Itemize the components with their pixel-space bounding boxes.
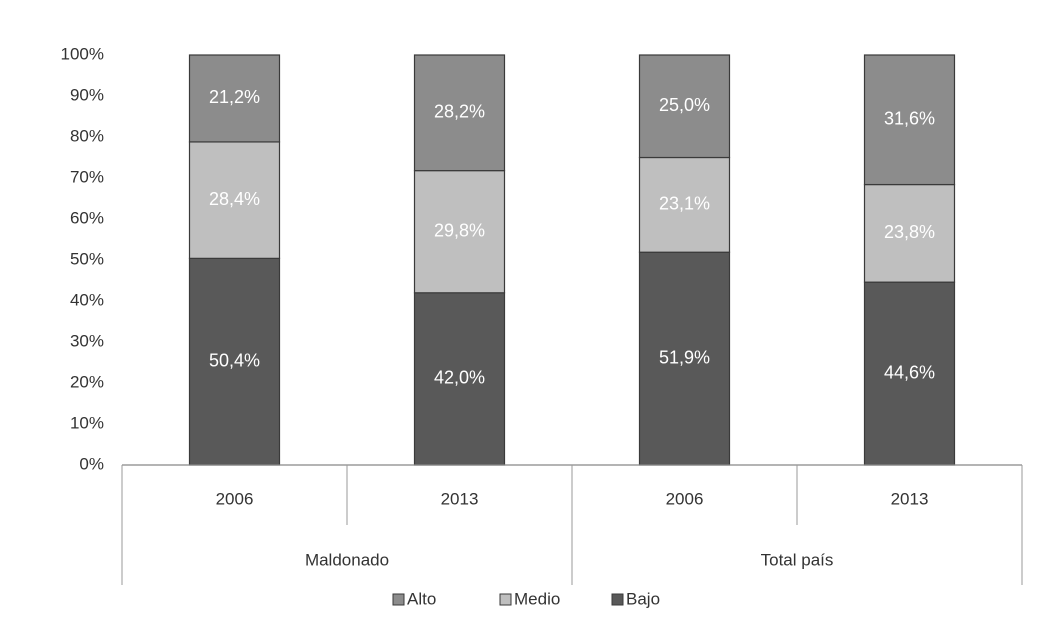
group-label: Maldonado bbox=[305, 550, 389, 569]
y-tick-label: 80% bbox=[70, 126, 104, 145]
x-tick-label: 2013 bbox=[441, 489, 479, 508]
bar-segment bbox=[413, 292, 506, 466]
value-label: 28,4% bbox=[209, 189, 260, 209]
y-tick-label: 40% bbox=[70, 290, 104, 309]
y-tick-label: 20% bbox=[70, 372, 104, 391]
y-tick-label: 30% bbox=[70, 331, 104, 350]
value-label: 50,4% bbox=[209, 350, 260, 370]
bar-segment bbox=[638, 156, 731, 253]
legend-label: Bajo bbox=[626, 589, 660, 608]
group-label: Total país bbox=[761, 550, 834, 569]
value-label: 29,8% bbox=[434, 220, 485, 240]
value-label: 21,2% bbox=[209, 87, 260, 107]
x-tick-label: 2006 bbox=[216, 489, 254, 508]
value-label: 25,0% bbox=[659, 95, 710, 115]
value-label: 42,0% bbox=[434, 368, 485, 388]
bar-segment bbox=[188, 141, 281, 259]
bar-segment bbox=[188, 54, 281, 143]
legend-label: Alto bbox=[407, 589, 436, 608]
bar-segment bbox=[863, 183, 956, 283]
legend-label: Medio bbox=[514, 589, 560, 608]
y-tick-label: 50% bbox=[70, 249, 104, 268]
bar-segment bbox=[863, 281, 956, 466]
y-tick-label: 10% bbox=[70, 413, 104, 432]
bar-segment bbox=[413, 54, 506, 172]
y-tick-label: 100% bbox=[61, 44, 104, 63]
bar-segment bbox=[638, 54, 731, 159]
y-tick-label: 70% bbox=[70, 167, 104, 186]
bar-segment bbox=[188, 257, 281, 466]
value-label: 23,8% bbox=[884, 222, 935, 242]
x-tick-label: 2006 bbox=[666, 489, 704, 508]
y-tick-label: 90% bbox=[70, 85, 104, 104]
value-label: 44,6% bbox=[884, 362, 935, 382]
bar-segment bbox=[638, 251, 731, 466]
y-tick-label: 60% bbox=[70, 208, 104, 227]
y-tick-label: 0% bbox=[79, 454, 104, 473]
value-label: 51,9% bbox=[659, 347, 710, 367]
legend-swatch bbox=[392, 593, 405, 606]
legend-swatch bbox=[611, 593, 624, 606]
legend-swatch bbox=[499, 593, 512, 606]
bar-segment bbox=[413, 170, 506, 294]
value-label: 28,2% bbox=[434, 102, 485, 122]
bar-segment bbox=[863, 54, 956, 186]
value-label: 31,6% bbox=[884, 109, 935, 129]
x-tick-label: 2013 bbox=[891, 489, 929, 508]
value-label: 23,1% bbox=[659, 194, 710, 214]
